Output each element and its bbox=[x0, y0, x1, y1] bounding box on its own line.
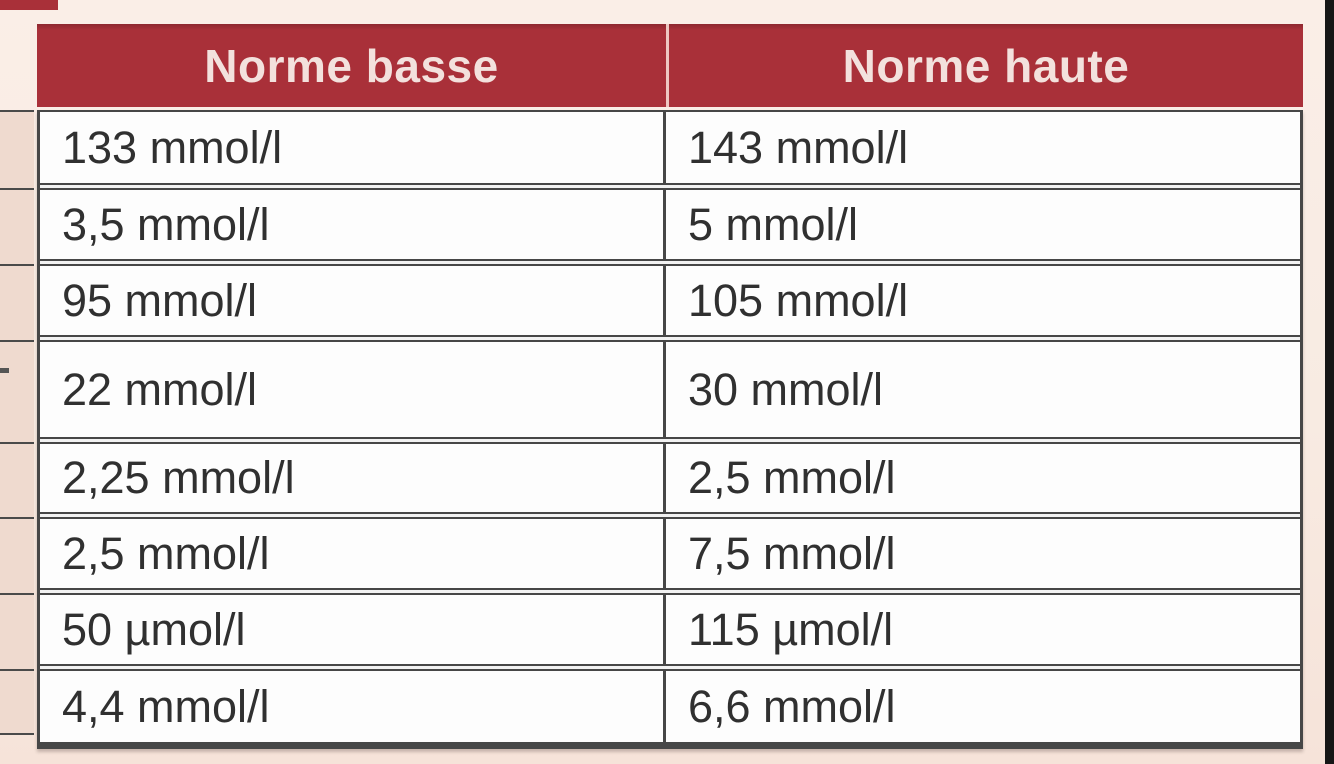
cell-low: 2,5 mmol/l bbox=[40, 519, 666, 588]
cell-high: 115 µmol/l bbox=[666, 595, 1300, 664]
cropped-column-cell bbox=[0, 264, 34, 340]
cropped-column-cell bbox=[0, 593, 34, 669]
cell-low: 95 mmol/l bbox=[40, 266, 666, 335]
table-row: 95 mmol/l 105 mmol/l bbox=[40, 264, 1300, 337]
table-row: 2,25 mmol/l 2,5 mmol/l bbox=[40, 442, 1300, 514]
cell-low: 3,5 mmol/l bbox=[40, 190, 666, 259]
cell-low: 133 mmol/l bbox=[40, 112, 666, 183]
column-header-norme-basse: Norme basse bbox=[204, 39, 499, 92]
cropped-first-column-strip bbox=[0, 110, 34, 735]
cell-high: 143 mmol/l bbox=[666, 112, 1300, 183]
cropped-text-fragment bbox=[0, 368, 9, 373]
table-header-row: Norme basse Norme haute bbox=[37, 24, 1303, 107]
cell-low: 4,4 mmol/l bbox=[40, 671, 666, 742]
cropped-column-cell bbox=[0, 340, 34, 442]
cell-low: 22 mmol/l bbox=[40, 342, 666, 437]
cell-high: 105 mmol/l bbox=[666, 266, 1300, 335]
header-column-divider bbox=[666, 24, 669, 107]
cell-high: 2,5 mmol/l bbox=[666, 444, 1300, 512]
cell-high: 6,6 mmol/l bbox=[666, 671, 1300, 742]
table-row: 3,5 mmol/l 5 mmol/l bbox=[40, 188, 1300, 261]
table-body: 133 mmol/l 143 mmol/l 3,5 mmol/l 5 mmol/… bbox=[37, 110, 1303, 749]
column-header-norme-haute: Norme haute bbox=[842, 39, 1130, 92]
cropped-column-cell bbox=[0, 517, 34, 593]
cropped-column-cell bbox=[0, 110, 34, 188]
cell-high: 30 mmol/l bbox=[666, 342, 1300, 437]
table-row: 50 µmol/l 115 µmol/l bbox=[40, 593, 1300, 666]
table-row: 133 mmol/l 143 mmol/l bbox=[40, 110, 1300, 185]
cropped-column-cell bbox=[0, 188, 34, 264]
cell-high: 7,5 mmol/l bbox=[666, 519, 1300, 588]
lab-reference-values-table: Norme basse Norme haute 133 mmol/l 143 m… bbox=[37, 24, 1303, 749]
cropped-column-cell bbox=[0, 669, 34, 735]
table-row: 2,5 mmol/l 7,5 mmol/l bbox=[40, 517, 1300, 590]
table-row: 22 mmol/l 30 mmol/l bbox=[40, 340, 1300, 439]
cell-low: 50 µmol/l bbox=[40, 595, 666, 664]
photo-right-edge-strip bbox=[1325, 0, 1334, 764]
table-row: 4,4 mmol/l 6,6 mmol/l bbox=[40, 669, 1300, 744]
cropped-red-element-fragment bbox=[0, 0, 58, 10]
cell-low: 2,25 mmol/l bbox=[40, 444, 666, 512]
cropped-column-cell bbox=[0, 442, 34, 517]
cell-high: 5 mmol/l bbox=[666, 190, 1300, 259]
